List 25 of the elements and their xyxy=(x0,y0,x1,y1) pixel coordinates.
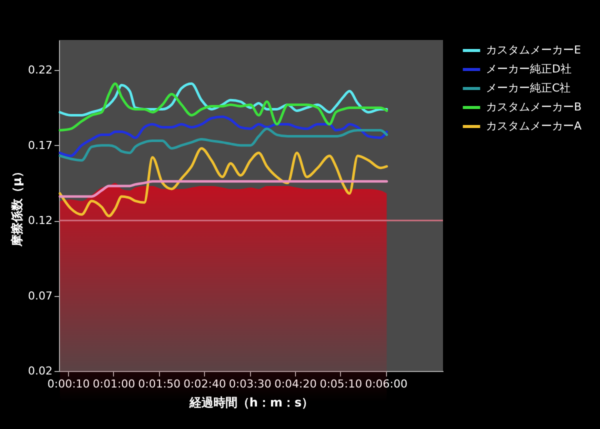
x-tick-label: 0:02:40 xyxy=(184,378,226,390)
x-tick-label: 0:06:00 xyxy=(365,378,408,390)
legend-label: カスタムメーカーA xyxy=(486,120,582,132)
x-tick-label: 0:03:30 xyxy=(228,378,272,390)
x-tick-label: 0:00:10 xyxy=(47,378,90,390)
y-tick-label: 0.22 xyxy=(28,64,52,77)
y-axis-title: 摩擦係数（μ） xyxy=(10,166,24,248)
legend-label: メーカー純正C社 xyxy=(486,82,571,94)
y-tick-label: 0.12 xyxy=(28,214,52,228)
legend-label: メーカー純正D社 xyxy=(486,62,572,76)
legend-label: カスタムメーカーB xyxy=(486,100,582,114)
line-series xyxy=(58,82,388,132)
x-tick-label: 0:01:00 xyxy=(92,378,136,390)
x-axis-title: 経過時間（h：m：s） xyxy=(188,396,314,410)
y-tick-label: 0.02 xyxy=(28,364,52,378)
x-tick-label: 0:01:50 xyxy=(138,378,181,390)
x-tick-label: 0:04:20 xyxy=(274,378,317,390)
y-tick-label: 0.07 xyxy=(28,289,52,302)
legend-label: カスタムメーカーE xyxy=(486,44,581,56)
line-series xyxy=(58,115,388,158)
line-series xyxy=(58,147,388,218)
x-tick-label: 0:05:10 xyxy=(320,378,362,390)
y-tick-label: 0.17 xyxy=(28,138,52,152)
line-series xyxy=(58,180,388,198)
line-series xyxy=(58,128,388,162)
